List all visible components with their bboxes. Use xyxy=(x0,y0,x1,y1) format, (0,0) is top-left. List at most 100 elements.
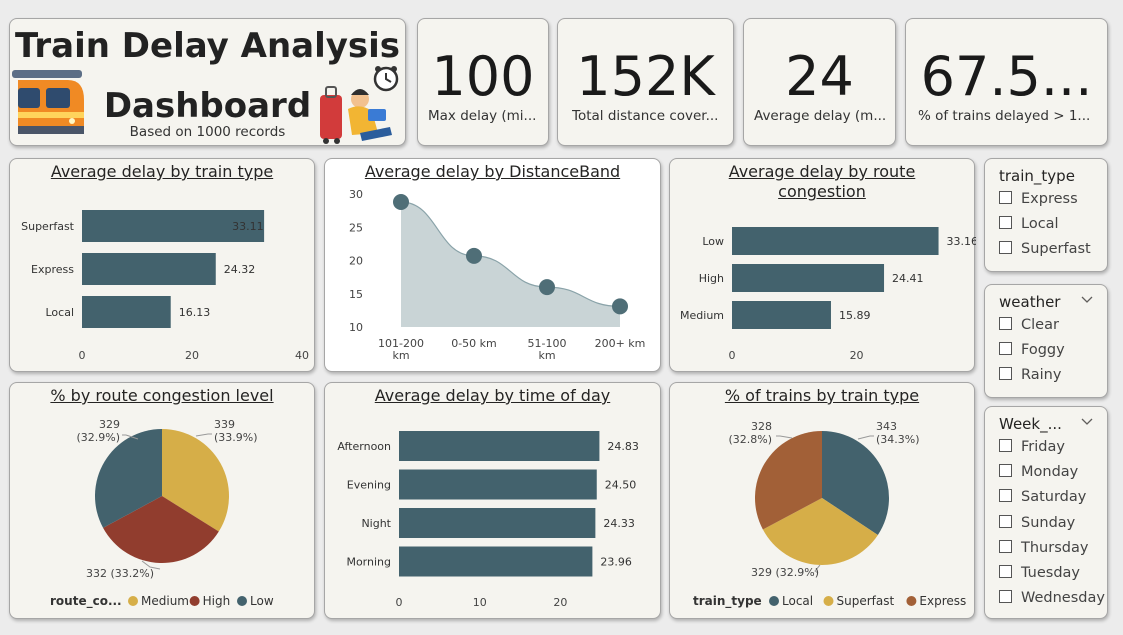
chart-pct-by-train-type[interactable]: 343(34.3%) 329 (32.9%) 328(32.8%) train_typ… xyxy=(670,383,976,620)
leader-line xyxy=(776,435,793,439)
tick-label: 0-50 km xyxy=(451,337,497,350)
kpi-label: Max delay (mi... xyxy=(428,108,537,124)
legend-marker xyxy=(769,596,779,606)
chevron-down-icon[interactable] xyxy=(1081,296,1093,304)
bar xyxy=(732,264,885,292)
slicer-title: train_type xyxy=(999,167,1075,185)
bar xyxy=(732,227,939,255)
legend-title: train_type xyxy=(693,594,762,609)
slicer-title: Week_... xyxy=(999,415,1062,433)
checkbox[interactable] xyxy=(999,489,1012,502)
slicer-option[interactable]: Friday xyxy=(999,437,1065,457)
checkbox[interactable] xyxy=(999,565,1012,578)
checkbox[interactable] xyxy=(999,439,1012,452)
category-label: Afternoon xyxy=(337,440,391,453)
kpi-card-total-distance: 152K Total distance cover... xyxy=(557,18,734,146)
category-label: Superfast xyxy=(21,220,75,233)
slicer-option-label: Clear xyxy=(1021,317,1059,333)
data-label: 24.33 xyxy=(603,517,635,530)
legend-marker xyxy=(128,596,138,606)
tick-label: km xyxy=(538,349,555,362)
slicer-option[interactable]: Tuesday xyxy=(999,563,1080,583)
checkbox[interactable] xyxy=(999,590,1012,603)
data-label: 339 xyxy=(214,418,235,431)
pie-slice xyxy=(762,498,878,565)
kpi-label: Total distance cover... xyxy=(572,108,719,124)
chart-card-delay-by-train-type: Average delay by train type Superfast 33.… xyxy=(9,158,315,372)
data-label: 329 (32.9%) xyxy=(751,566,819,579)
chevron-down-icon[interactable] xyxy=(1081,418,1093,426)
data-point xyxy=(539,279,555,296)
slicer-option-label: Monday xyxy=(1021,464,1079,480)
chart-pct-by-congestion[interactable]: 339(33.9%) 332 (33.2%) 329(32.9%) route_co.… xyxy=(10,383,316,620)
slicer-option[interactable]: Thursday xyxy=(999,538,1088,558)
slicer-option-label: Rainy xyxy=(1021,367,1062,383)
slicer-option[interactable]: Sunday xyxy=(999,513,1075,533)
chart-delay-by-route-congestion[interactable]: Low 33.16 High 24.41 Medium 15.89 0 20 xyxy=(670,159,976,373)
kpi-value: 24 xyxy=(785,47,854,107)
tick-label: 20 xyxy=(553,596,567,609)
legend-marker xyxy=(189,596,200,606)
bar xyxy=(82,253,216,285)
chart-delay-by-train-type[interactable]: Superfast 33.11 Express 24.32 Local 16.13 0 20 4… xyxy=(10,159,316,373)
dashboard-title-line1: Train Delay Analysis xyxy=(14,26,401,66)
chart-title: % of trains by train type xyxy=(724,386,920,405)
slicer-option[interactable]: Express xyxy=(999,189,1078,209)
checkbox[interactable] xyxy=(999,464,1012,477)
tick-label: 30 xyxy=(349,188,363,201)
chart-card-delay-by-time-of-day: Average delay by time of day Afternoon 24… xyxy=(324,382,661,619)
tick-label: 10 xyxy=(473,596,487,609)
tick-label: km xyxy=(392,349,409,362)
category-label: High xyxy=(699,272,724,285)
dashboard-title-line2: Dashboard xyxy=(103,86,312,126)
slicer-option[interactable]: Monday xyxy=(999,462,1078,482)
tick-label: 25 xyxy=(349,221,363,234)
pie-slice xyxy=(103,496,219,563)
kpi-card-average-delay: 24 Average delay (m... xyxy=(743,18,896,146)
checkbox[interactable] xyxy=(999,241,1012,254)
chart-title: Average delay by time of day xyxy=(374,386,611,405)
slicer-option-label: Thursday xyxy=(1021,540,1089,556)
slicer-option-label: Wednesday xyxy=(1021,590,1105,606)
slicer-option[interactable]: Superfast xyxy=(999,239,1091,259)
slicer-option[interactable]: Local xyxy=(999,214,1059,234)
slicer-option[interactable]: Wednesday xyxy=(999,588,1105,608)
chart-card-pct-by-train-type: % of trains by train type 343 (34.3%) 329 … xyxy=(669,382,975,619)
chart-title: Average delay by route congestion xyxy=(670,162,974,202)
data-label: (33.9%) xyxy=(214,431,258,444)
chart-delay-by-time-of-day[interactable]: Afternoon 24.83 Evening 24.50 Night 24.33 Morn… xyxy=(325,383,662,620)
bar xyxy=(399,469,597,500)
checkbox[interactable] xyxy=(999,216,1012,229)
data-label: 343 xyxy=(876,420,897,433)
checkbox[interactable] xyxy=(999,367,1012,380)
checkbox[interactable] xyxy=(999,540,1012,553)
dashboard-title: Train Delay Analysis Dashboard xyxy=(10,27,405,125)
kpi-value: 100 xyxy=(431,47,535,107)
slicer-option-label: Local xyxy=(1021,216,1059,232)
checkbox[interactable] xyxy=(999,342,1012,355)
leader-line xyxy=(195,433,212,437)
chart-card-delay-by-route-congestion: Average delay by route congestion Low 33.… xyxy=(669,158,976,373)
slicer-option[interactable]: Foggy xyxy=(999,340,1065,360)
slicer-weather: weather Clear Foggy Rainy xyxy=(984,284,1108,398)
checkbox[interactable] xyxy=(999,317,1012,330)
legend-marker xyxy=(906,596,917,606)
tick-label: 0 xyxy=(79,349,86,362)
bar xyxy=(82,210,265,242)
chart-card-delay-by-distance-band: Average delay by DistanceBand 10 15 20 25 30… xyxy=(324,158,661,372)
slicer-option[interactable]: Saturday xyxy=(999,487,1086,507)
tick-label: 51-100 xyxy=(528,337,567,350)
tick-label: 0 xyxy=(396,596,403,609)
checkbox[interactable] xyxy=(999,515,1012,528)
slicer-option[interactable]: Rainy xyxy=(999,365,1061,385)
category-label: Express xyxy=(31,263,74,276)
data-label: 24.83 xyxy=(607,440,639,453)
data-label: 15.89 xyxy=(839,309,871,322)
slicer-week: Week_... Friday Monday Saturday Sunday T… xyxy=(984,406,1108,619)
data-label: 332 (33.2%) xyxy=(86,567,154,580)
data-point xyxy=(393,193,409,210)
checkbox[interactable] xyxy=(999,191,1012,204)
slicer-option-label: Foggy xyxy=(1021,342,1065,358)
slicer-option[interactable]: Clear xyxy=(999,315,1059,335)
